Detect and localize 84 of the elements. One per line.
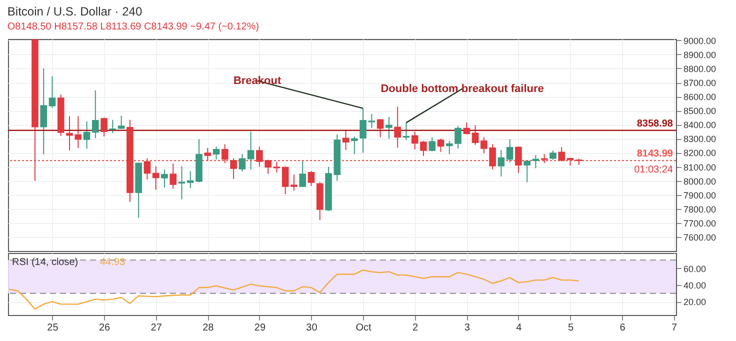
candlestick [170, 162, 177, 190]
x-tick-label: 29 [254, 322, 266, 334]
x-tick-label: 5 [568, 322, 574, 334]
candlestick [273, 161, 280, 173]
x-tick-label: Oct [356, 322, 372, 334]
candlestick [524, 160, 530, 183]
y-tick-label: 8000.00 [684, 176, 716, 186]
y-tick-label: 8200.00 [684, 148, 716, 158]
candlestick [463, 122, 470, 135]
candlestick [204, 147, 212, 162]
candlestick [472, 124, 479, 146]
candlestick [515, 146, 522, 174]
x-tick-label: 4 [516, 322, 522, 334]
annotation: Breakout [233, 74, 282, 87]
candlestick [152, 166, 160, 190]
x-tick-label: 26 [98, 322, 111, 334]
candlestick [83, 120, 90, 150]
candlestick [212, 146, 220, 160]
candlestick [428, 136, 436, 152]
text: O8148.50 H8157.58 L8113.69 C8143.99 −9.47 (−0.12%) [7, 21, 260, 32]
candlestick [290, 174, 298, 192]
candlestick [498, 149, 505, 178]
annotation: 01:03:24 [634, 164, 674, 176]
chart-title: RSI (14, close) [12, 257, 78, 268]
y-tick-label: 7600.00 [684, 232, 716, 242]
candlestick [308, 170, 315, 186]
y-tick-label: 7800.00 [684, 204, 716, 214]
y-tick-label: 40.00 [684, 280, 706, 291]
x-tick-label: 3 [464, 322, 470, 334]
candlestick [342, 129, 350, 150]
x-tick-label: 30 [306, 322, 318, 334]
candlestick [506, 138, 514, 164]
candlestick [299, 160, 306, 188]
ref-line-label: 8358.98 [636, 118, 674, 130]
y-tick-label: 8800.00 [684, 64, 716, 74]
candlestick [144, 158, 151, 180]
candlestick [368, 113, 376, 129]
y-tick-label: 8600.00 [684, 92, 716, 102]
y-tick-label: 9000.00 [684, 36, 716, 46]
candlestick [394, 106, 401, 148]
candlestick [411, 131, 418, 150]
candlestick [558, 146, 566, 162]
candlestick [247, 131, 254, 170]
y-tick-label: 7900.00 [684, 190, 716, 200]
candlestick [40, 68, 48, 155]
y-tick-label: 8500.00 [684, 106, 716, 116]
candlestick [351, 136, 358, 155]
candlestick [550, 150, 556, 160]
y-tick-label: 8300.00 [684, 134, 716, 144]
y-tick-label: 8400.00 [684, 120, 716, 130]
candlestick [420, 140, 427, 157]
candlestick [178, 166, 186, 200]
x-tick-label: 7 [672, 322, 678, 334]
candlestick [402, 122, 410, 141]
candlestick [376, 118, 384, 138]
candlestick [109, 119, 116, 134]
x-tick-label: 6 [620, 322, 626, 334]
x-tick-label: 27 [150, 322, 162, 334]
ref-line-label: 8143.99 [636, 148, 674, 160]
y-tick-label: 8700.00 [684, 78, 716, 88]
candlestick [386, 116, 392, 140]
candlestick [437, 138, 444, 152]
chart-title: Bitcoin / U.S. Dollar · 240 [7, 4, 142, 18]
y-tick-label: 60.00 [684, 264, 706, 274]
x-tick-label: 28 [202, 322, 214, 334]
candlestick [100, 117, 108, 137]
candlestick [222, 144, 228, 164]
candlestick [230, 158, 237, 180]
y-tick-label: 8100.00 [684, 162, 716, 172]
annotation: Double bottom breakout failure [380, 82, 544, 95]
x-tick-label: 2 [412, 322, 419, 334]
candlestick [532, 154, 540, 169]
y-tick-label: 8900.00 [684, 50, 716, 60]
annotation: 44.93 [100, 257, 126, 268]
x-tick-label: 25 [47, 322, 59, 334]
y-tick-label: 7700.00 [684, 218, 716, 228]
y-tick-label: 20.00 [684, 297, 706, 308]
candlestick [118, 115, 125, 130]
candlestick [238, 154, 246, 172]
candlestick [282, 166, 289, 195]
candlestick [48, 76, 56, 108]
candlestick [161, 169, 168, 188]
candlestick [92, 90, 99, 139]
candlestick [360, 108, 366, 154]
